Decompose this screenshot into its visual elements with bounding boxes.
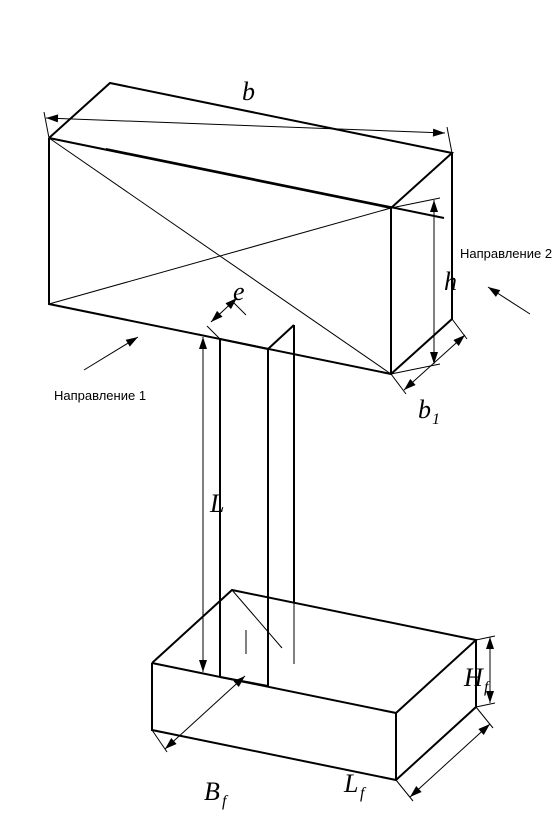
dim-L-ext2: [198, 672, 220, 677]
dim-Bf-line: [165, 676, 245, 749]
dim-Lf-line: [410, 724, 490, 797]
dim-h-label: h: [444, 267, 457, 296]
dim-h-arrow2: [430, 352, 438, 364]
dim-b-ext1: [44, 112, 49, 138]
column-base-a: [220, 677, 268, 686]
dim-b-arrow1: [46, 114, 58, 122]
dim-Hf-ext1: [476, 636, 495, 640]
dim-Hf-arrow1: [486, 637, 494, 649]
dim-Hf-ext2: [476, 703, 495, 707]
base-box-top: [152, 590, 476, 713]
dim-L-ext1: [198, 334, 220, 339]
base-box-front: [152, 663, 396, 780]
dim-b1-ext2: [452, 319, 467, 339]
dim-L-label: L: [209, 489, 224, 518]
dim-L-arrow2: [199, 660, 207, 672]
dim-b-ext2: [447, 127, 452, 153]
dim-b-label: b: [242, 77, 255, 106]
dim-b1-sub: 1: [432, 411, 440, 428]
dim-Bf-label: B: [204, 777, 220, 806]
dir2-arrow-tip: [486, 284, 500, 297]
dim-Lf-ext2: [476, 707, 493, 728]
dim-b1-label: b: [418, 395, 431, 424]
dim-h-ext2: [391, 364, 440, 374]
top-box-right: [391, 153, 452, 374]
dim-b-line: [46, 118, 445, 133]
base-box-right: [396, 640, 476, 780]
dim-b1-ext1: [391, 374, 406, 394]
dir1-arrow-tip: [126, 334, 140, 347]
column-top-right: [268, 325, 294, 349]
dim-h-arrow1: [430, 200, 438, 212]
dim-Bf-sub: f: [222, 793, 229, 810]
dim-e-label: e: [233, 277, 245, 306]
column-top-front: [220, 339, 268, 349]
dir1-label: Направление 1: [54, 388, 146, 403]
dim-Lf-label: L: [343, 769, 358, 798]
dim-Hf-label: H: [463, 663, 484, 692]
dim-Lf-sub: f: [360, 785, 367, 802]
dim-b-arrow2: [433, 129, 445, 137]
dir2-label: Направление 2: [460, 246, 552, 261]
diagram-canvas: b e h b 1 L H f L f B f Направлен: [0, 0, 554, 828]
top-box-diagonal-2: [49, 208, 391, 304]
dim-Lf-ext1: [396, 780, 413, 801]
dim-L-arrow1: [199, 337, 207, 349]
